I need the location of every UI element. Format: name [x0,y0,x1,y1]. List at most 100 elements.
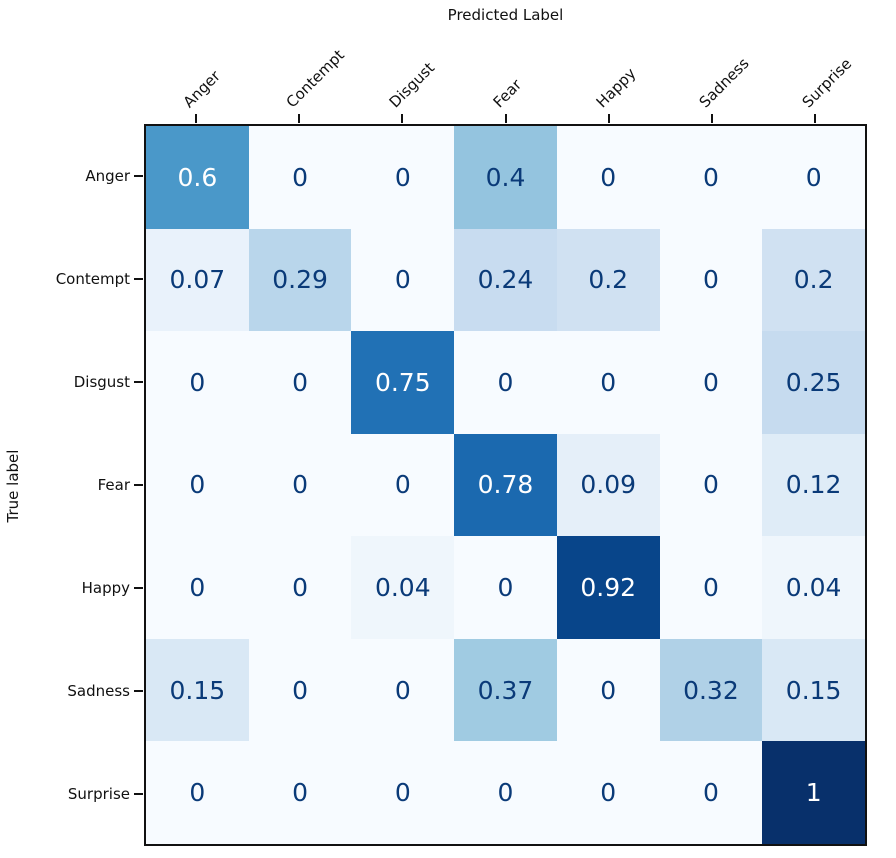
cell-value: 0.12 [785,470,842,500]
heatmap-cell: 0.4 [454,126,557,229]
column-tick-label: Sadness [695,54,753,112]
cell-value: 0 [600,162,617,192]
cell-value: 0 [292,778,309,808]
column-tick-label: Anger [179,66,224,112]
cell-value: 0 [189,778,206,808]
heatmap-cell: 0.2 [762,228,865,332]
cell-value: 0 [394,675,411,705]
heatmap-cell: 0 [248,126,352,229]
cell-value: 0.75 [374,367,431,397]
heatmap-cell: 0 [351,741,455,844]
heatmap-cell: 0.04 [762,536,865,639]
heatmap-cell: 0 [659,331,763,434]
cell-value: 0.37 [477,675,534,705]
cell-value: 0.15 [785,675,842,705]
heatmap-cell: 0.78 [454,433,557,537]
cell-value: 0 [189,573,206,603]
row-tick-label: Fear [97,476,130,494]
y-axis-tick [134,174,143,177]
x-axis-tick [504,114,507,123]
cell-value: 0.04 [785,573,842,603]
heatmap-cell: 0.2 [556,228,660,332]
cell-value: 0.24 [477,265,534,295]
row-tick-label: Happy [81,579,130,598]
heatmap-cell: 0.15 [146,638,249,742]
cell-value: 0.09 [580,470,637,500]
cell-value: 0.92 [580,573,637,603]
y-axis-tick [134,690,143,693]
cell-value: 0 [497,778,514,808]
cell-value: 0.6 [177,162,218,192]
heatmap-cell: 0 [351,126,455,229]
cell-value: 0 [292,470,309,500]
row-tick-label: Surprise [67,785,130,804]
x-axis-title: Predicted Label [447,6,564,24]
x-axis-tick [194,114,197,123]
heatmap-cell: 0 [762,126,865,229]
cell-value: 0 [394,470,411,500]
heatmap-cell: 0 [556,126,660,229]
cell-value: 0.2 [793,265,834,295]
heatmap-cell: 0 [454,331,557,434]
heatmap-cell: 0.07 [146,228,249,332]
heatmap-cell: 0.04 [351,536,455,639]
row-tick-label: Sadness [67,682,130,701]
heatmap-cell: 0 [248,433,352,537]
cell-value: 0 [600,778,617,808]
cell-value: 0.4 [485,162,526,192]
heatmap-cell: 0 [146,433,249,537]
heatmap-cell: 0 [556,638,660,742]
x-axis-tick [814,114,817,123]
heatmap-cell: 0 [248,331,352,434]
heatmap-cell: 0.09 [556,433,660,537]
x-axis-tick [401,114,404,123]
cell-value: 0 [189,367,206,397]
cell-value: 0 [702,265,719,295]
column-tick-label: Disgust [385,58,439,112]
cell-value: 0 [394,778,411,808]
row-tick-label: Disgust [73,372,130,391]
heatmap-plot-area: 0.6 0 0 0.4 0 0 0 0.07 0.29 0 0.24 0.2 0 0.2 0 0 0.75 0 0 0… [144,124,867,846]
cell-value: 0.32 [683,675,739,705]
cell-value: 0 [189,470,206,500]
cell-value: 0 [702,573,719,603]
heatmap-cell: 0 [351,228,455,332]
y-axis-tick [134,793,143,796]
cell-value: 0 [394,162,411,192]
heatmap-cell: 0.29 [248,228,352,332]
heatmap-cell: 0 [659,228,763,332]
row-tick-label: Contempt [55,269,130,288]
cell-value: 0 [497,367,514,397]
y-axis-tick [134,277,143,280]
row-tick-label: Anger [85,166,130,185]
heatmap-cell: 0 [659,741,763,844]
cell-value: 0.15 [169,675,226,705]
y-axis-tick [134,587,143,590]
cell-value: 0 [394,265,411,295]
heatmap-cell: 0 [454,536,557,639]
heatmap-cell: 0 [351,638,455,742]
heatmap-cell: 0 [146,741,249,844]
heatmap-cell: 0.75 [351,331,455,434]
cell-value: 0 [292,367,309,397]
heatmap-cell: 0 [248,741,352,844]
column-tick-label: Surprise [798,54,856,112]
cell-value: 0 [600,675,617,705]
heatmap-cell: 0.92 [556,536,660,639]
x-axis-tick [607,114,610,123]
column-tick-label: Contempt [282,46,348,112]
cell-value: 0 [292,162,309,192]
cell-value: 1 [805,778,822,808]
heatmap-cell: 0.12 [762,433,865,537]
heatmap-cell: 0 [556,331,660,434]
cell-value: 0.2 [588,265,629,295]
heatmap-cell: 0 [659,433,763,537]
y-axis-tick [134,484,143,486]
heatmap-cell: 0 [351,433,455,537]
column-tick-label: Fear [489,75,525,112]
cell-value: 0 [292,573,309,603]
cell-value: 0.04 [374,573,431,603]
cell-value: 0 [805,162,822,192]
x-axis-tick [297,114,300,123]
